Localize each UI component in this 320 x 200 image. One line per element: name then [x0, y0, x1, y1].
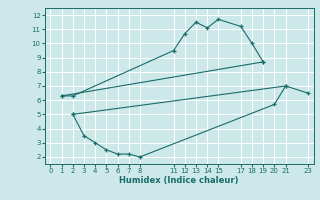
X-axis label: Humidex (Indice chaleur): Humidex (Indice chaleur) [119, 176, 239, 185]
